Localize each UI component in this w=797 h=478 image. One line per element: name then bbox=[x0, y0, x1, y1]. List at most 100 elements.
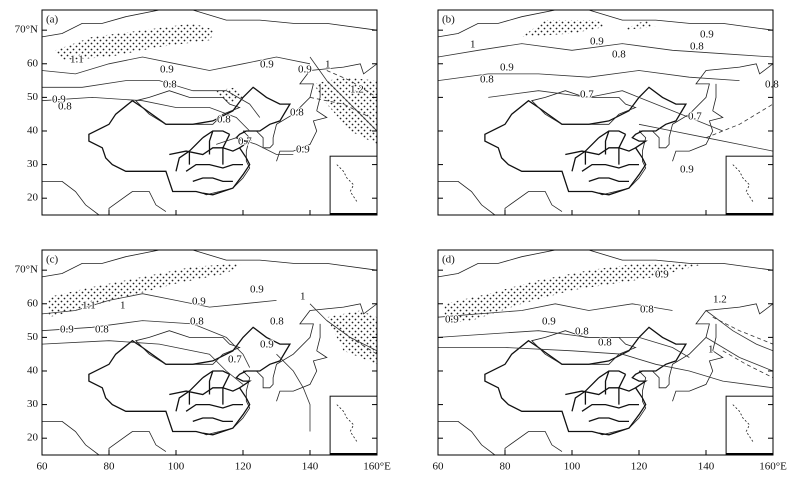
y-tick-label: 60 bbox=[27, 297, 39, 309]
coastline bbox=[316, 83, 321, 111]
contour-label: 0.9 bbox=[192, 296, 206, 308]
x-tick-label: 80 bbox=[104, 461, 116, 473]
province-border bbox=[565, 147, 636, 156]
contour-label: 0.9 bbox=[542, 316, 556, 328]
panel-frame bbox=[41, 249, 378, 456]
contour-label: 0.8 bbox=[217, 114, 231, 126]
contour-label: 0.8 bbox=[598, 337, 612, 349]
contour-label: 1 bbox=[708, 344, 714, 356]
contour-label: 0.9 bbox=[680, 164, 694, 176]
country-border bbox=[135, 330, 241, 365]
panel-label: (d) bbox=[442, 254, 455, 266]
y-tick-label: 70°N bbox=[15, 24, 38, 36]
contour-line bbox=[438, 43, 773, 58]
contour-label: 0.8 bbox=[690, 41, 704, 53]
x-tick-label: 140 bbox=[302, 461, 319, 473]
province-border bbox=[618, 134, 627, 165]
contour-line-dashed bbox=[712, 316, 773, 345]
contour-label: 0.9 bbox=[296, 144, 310, 156]
contour-label: 0.7 bbox=[238, 136, 252, 148]
stipple-area bbox=[216, 87, 243, 105]
coastline bbox=[276, 110, 328, 162]
y-tick-label: 40 bbox=[27, 125, 39, 137]
province-border bbox=[188, 377, 204, 405]
province-border bbox=[175, 390, 190, 412]
contour-label: 0.8 bbox=[612, 49, 626, 61]
province-border bbox=[192, 177, 233, 183]
stipple-area bbox=[622, 20, 656, 31]
contour-label: 0.9 bbox=[655, 269, 669, 281]
panel-label: (b) bbox=[442, 14, 455, 26]
stipple-area bbox=[326, 310, 377, 365]
map-content bbox=[438, 250, 773, 455]
contour-label: 0.7 bbox=[228, 354, 242, 366]
contour-label: 0.9 bbox=[52, 94, 66, 106]
province-border bbox=[208, 370, 214, 395]
contour-label: 1.1 bbox=[70, 54, 84, 66]
coastline bbox=[712, 83, 717, 111]
contour-label: 1.1 bbox=[82, 300, 96, 312]
y-tick-label: 20 bbox=[27, 192, 39, 204]
map-panel: 1 0.90.80.90.80.90.80.70.70.80.9(b) bbox=[437, 9, 780, 216]
stipple-area bbox=[444, 263, 706, 324]
province-border bbox=[618, 374, 627, 405]
coastline bbox=[243, 63, 377, 149]
x-tick-label: 80 bbox=[500, 461, 512, 473]
contour-label: 0.9 bbox=[250, 284, 264, 296]
stipple-area bbox=[48, 263, 244, 318]
y-tick-label: 60 bbox=[27, 57, 39, 69]
province-border bbox=[185, 403, 243, 412]
contour-line bbox=[42, 96, 250, 132]
y-tick-label: 30 bbox=[27, 158, 39, 170]
province-border bbox=[185, 163, 243, 172]
panel-frame bbox=[437, 9, 774, 216]
panel-frame bbox=[437, 249, 774, 456]
province-border bbox=[222, 374, 231, 405]
contour-line-dashed bbox=[326, 320, 377, 355]
contour-label: 0.9 bbox=[700, 29, 714, 41]
province-border bbox=[598, 370, 626, 379]
country-border bbox=[135, 90, 241, 125]
coastline bbox=[316, 323, 321, 351]
coastline bbox=[276, 350, 328, 402]
province-border bbox=[188, 137, 204, 165]
province-border bbox=[222, 134, 231, 165]
map-panel: 1.1 1 0.9 0.8 0.9 0.8 0.9 0.8 0.7 0.9 1 (c) 70°N 60 50… bbox=[15, 249, 391, 473]
country-border bbox=[88, 326, 292, 436]
coastline bbox=[42, 10, 377, 38]
contour-label: 0.9 bbox=[260, 59, 274, 71]
coastline bbox=[504, 431, 563, 455]
contour-line bbox=[42, 340, 244, 385]
province-border bbox=[581, 403, 639, 412]
contour-label: 0.8 bbox=[190, 316, 204, 328]
coastline bbox=[438, 420, 496, 455]
province-border bbox=[202, 130, 230, 139]
contour-label: 1 bbox=[325, 59, 331, 71]
coastline bbox=[639, 63, 773, 149]
panel-frame bbox=[41, 9, 378, 216]
contour-label: 1.2 bbox=[713, 294, 727, 306]
province-border bbox=[565, 387, 636, 396]
contour-line bbox=[42, 293, 277, 315]
map-panel: 0.9 0.9 0.8 0.8 0.8 0.9 1 1.2 (d) 60 80 100 120 140 16… bbox=[433, 249, 787, 473]
contour-label: 0.9 bbox=[298, 64, 312, 76]
coastline bbox=[438, 250, 773, 278]
coastline bbox=[438, 180, 496, 215]
contour-label: 0.8 bbox=[575, 326, 589, 338]
province-border bbox=[598, 130, 626, 139]
inset-islands bbox=[732, 404, 754, 442]
coastline bbox=[598, 370, 647, 436]
inset-islands bbox=[336, 404, 358, 442]
contour-label: 0.9 bbox=[445, 314, 459, 326]
province-border bbox=[208, 130, 214, 155]
contour-label: 0.8 bbox=[58, 101, 72, 113]
province-border bbox=[169, 147, 240, 156]
y-tick-label: 20 bbox=[27, 432, 39, 444]
contour-line bbox=[276, 353, 311, 432]
contour-label: 1.2 bbox=[350, 84, 364, 96]
contour-line bbox=[216, 137, 294, 155]
contour-label: 0.8 bbox=[480, 74, 494, 86]
contour-line bbox=[438, 330, 690, 358]
contour-line bbox=[309, 56, 377, 132]
